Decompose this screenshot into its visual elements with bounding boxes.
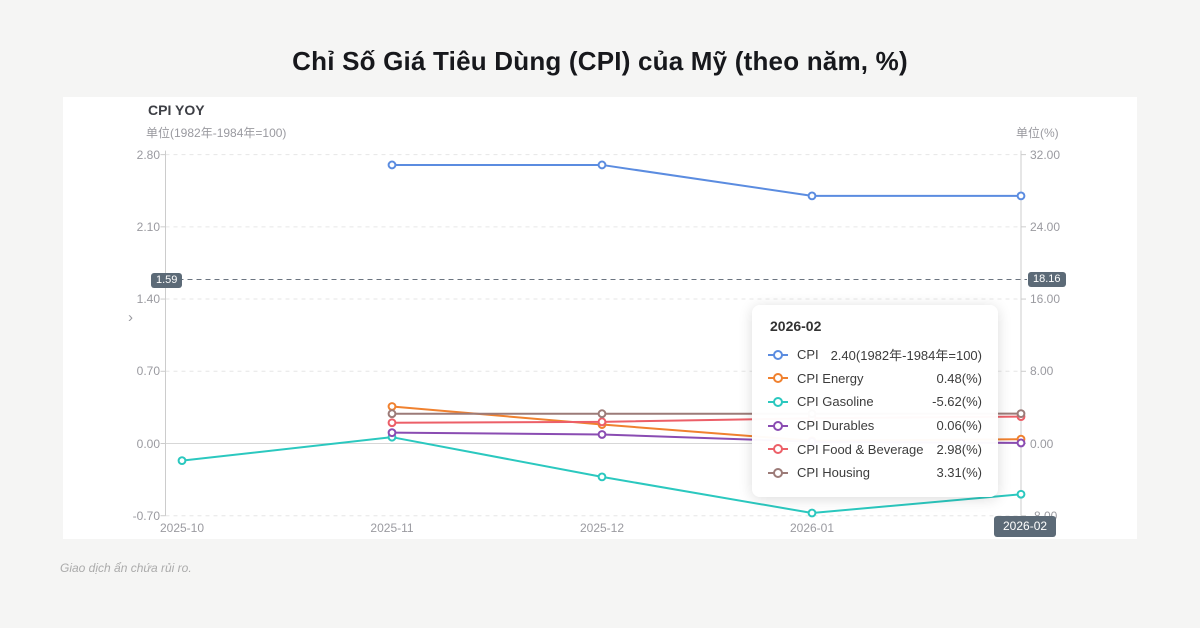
- x-axis-label: 2025-11: [370, 521, 414, 535]
- right-tick-label: 16.00: [1030, 292, 1061, 307]
- series-marker-icon: [768, 467, 788, 478]
- left-tick-label: 1.40: [136, 292, 160, 307]
- tooltip-row: CPI Food & Beverage 2.98(%): [768, 437, 982, 461]
- series-marker-icon: [768, 373, 788, 384]
- tooltip-row: CPI Gasoline -5.62(%): [768, 390, 982, 414]
- tooltip-series-label: CPI Energy: [797, 370, 864, 386]
- tooltip-series-label: CPI Durables: [797, 418, 875, 434]
- left-tick-label: 0.70: [136, 364, 160, 379]
- x-axis-label: 2026-01: [789, 521, 835, 535]
- tooltip-row: CPI Energy 0.48(%): [768, 367, 982, 391]
- tooltip-series-value: 0.06(%): [936, 418, 982, 434]
- series-marker-icon: [768, 349, 788, 360]
- tooltip-date: 2026-02: [770, 318, 822, 334]
- series-marker-icon: [768, 444, 788, 455]
- left-axis-value-badge: 1.59: [151, 273, 183, 288]
- tooltip-row: CPI Durables 0.06(%): [768, 414, 982, 438]
- tooltip-series-value: 3.31(%): [936, 465, 982, 481]
- left-axis-unit: 单位(1982年-1984年=100): [146, 126, 287, 140]
- right-tick-label: 24.00: [1030, 219, 1061, 234]
- chart-header: CPI YOY: [148, 102, 205, 118]
- right-tick-label: 8.00: [1030, 364, 1054, 379]
- right-axis-unit: 单位(%): [1016, 126, 1059, 140]
- chart-tooltip: 2026-02 CPI 2.40(1982年-1984年=100) CPI Ener…: [752, 305, 998, 497]
- series-marker-icon: [768, 420, 788, 431]
- tooltip-series-label: CPI: [797, 347, 819, 363]
- risk-disclaimer: Giao dịch ẩn chứa rủi ro.: [60, 561, 192, 575]
- x-axis-current-badge: 2026-02: [994, 516, 1057, 537]
- left-tick-label: 2.10: [136, 219, 160, 234]
- right-axis-value-badge: 18.16: [1028, 272, 1066, 287]
- tooltip-series-value: -5.62(%): [932, 394, 982, 410]
- chevron-right-icon[interactable]: ›: [128, 309, 133, 326]
- left-tick-label: 2.80: [136, 147, 160, 162]
- x-axis-label: 2025-10: [159, 521, 205, 535]
- tooltip-series-value: 0.48(%): [936, 370, 982, 386]
- tooltip-series-value: 2.40(1982年-1984年=100): [830, 348, 982, 364]
- tooltip-series-label: CPI Housing: [797, 465, 870, 481]
- x-axis-label: 2025-12: [579, 521, 625, 535]
- tooltip-series-value: 2.98(%): [936, 441, 982, 457]
- tooltip-row: CPI 2.40(1982年-1984年=100): [768, 343, 982, 367]
- tooltip-series-label: CPI Food & Beverage: [797, 441, 924, 457]
- right-tick-label: 32.00: [1030, 147, 1061, 162]
- page-title: Chỉ Số Giá Tiêu Dùng (CPI) của Mỹ (theo …: [292, 46, 908, 76]
- left-tick-label: -0.70: [132, 508, 160, 523]
- tooltip-row: CPI Housing 3.31(%): [768, 461, 982, 485]
- left-tick-label: 0.00: [136, 436, 160, 451]
- tooltip-series-label: CPI Gasoline: [797, 394, 874, 410]
- series-marker-icon: [768, 396, 788, 407]
- right-tick-label: 0.00: [1030, 436, 1054, 451]
